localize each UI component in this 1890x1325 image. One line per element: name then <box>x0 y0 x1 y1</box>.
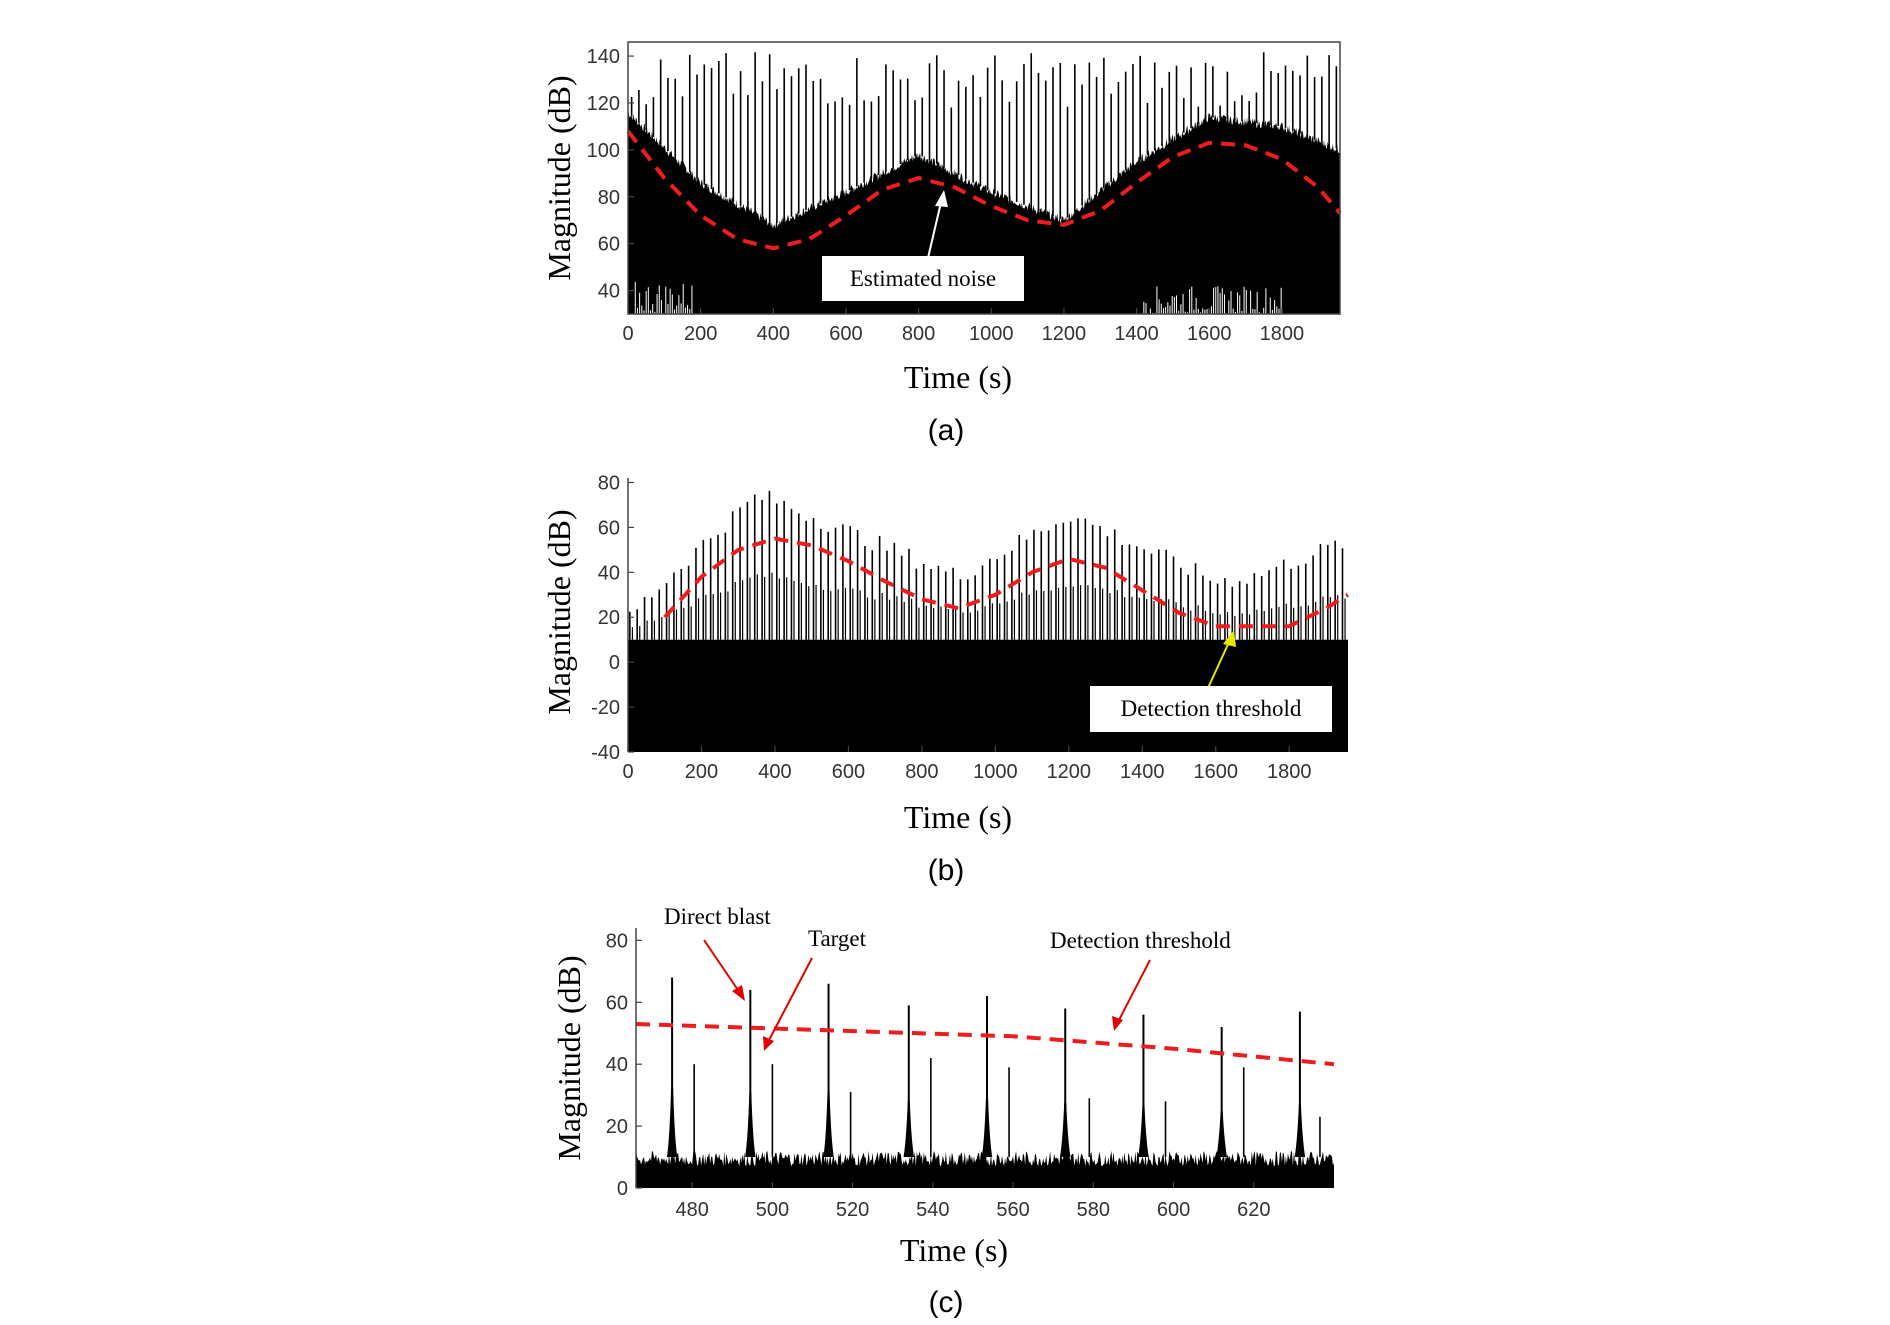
chart-a-xtick-label: 0 <box>622 323 633 345</box>
chart-b-xtick-label: 600 <box>832 761 865 783</box>
chart-a-xtick-label: 200 <box>684 323 717 345</box>
chart-c-panel-label: (c) <box>929 1286 964 1319</box>
chart-b-annotation-arrow <box>1207 639 1231 689</box>
chart-c-xtick-label: 540 <box>916 1199 949 1221</box>
chart-b-ytick-label: 40 <box>598 562 620 584</box>
chart-c-xtick-label: 600 <box>1157 1199 1190 1221</box>
chart-c-direct-blast-arrowhead <box>732 985 745 1001</box>
chart-c-xlabel: Time (s) <box>900 1232 1008 1268</box>
chart-a-frame <box>627 41 1341 315</box>
chart-b-ytick-label: 20 <box>598 607 620 629</box>
chart-a-xlabel: Time (s) <box>904 359 1012 395</box>
chart-c-ticks: 480 500 520 540 560 580 600 620 0 20 40 60 80 <box>606 930 1271 1221</box>
chart-c-threshold-line <box>635 1022 1335 1067</box>
chart-panel-c: 480 500 520 540 560 580 600 620 0 20 40 60 80 Time (… <box>551 904 1335 1319</box>
chart-a-xtick-label: 1000 <box>969 323 1014 345</box>
chart-a-plot-area <box>626 52 1342 315</box>
chart-b-ytick-label: 80 <box>598 472 620 494</box>
chart-b-xtick-label: 1400 <box>1120 761 1165 783</box>
chart-panel-b: 0 200 400 600 800 1000 1200 1400 1600 1800 -40 -20 0… <box>541 472 1350 887</box>
chart-b-ytick-label: 60 <box>598 517 620 539</box>
chart-c-ytick-label: 60 <box>606 992 628 1014</box>
chart-b-xtick-label: 1800 <box>1267 761 1312 783</box>
chart-c-annotation-threshold: Detection threshold <box>1050 928 1231 953</box>
chart-c-ytick-label: 0 <box>617 1178 628 1200</box>
chart-a-ytick-label: 60 <box>598 234 620 256</box>
chart-a-annotation-text: Estimated noise <box>850 266 996 291</box>
chart-b-annotation-arrowhead <box>1223 630 1236 647</box>
chart-b-xtick-label: 1000 <box>973 761 1018 783</box>
chart-a-xtick-label: 800 <box>902 323 935 345</box>
chart-b-annotation-text: Detection threshold <box>1121 696 1302 721</box>
chart-c-xtick-label: 620 <box>1237 1199 1270 1221</box>
chart-c-annotations: Direct blast Target Detection threshold <box>664 904 1231 1051</box>
chart-a-annotation-arrowhead <box>935 190 948 207</box>
chart-c-ylabel: Magnitude (dB) <box>551 955 587 1160</box>
chart-c-xtick-label: 480 <box>675 1199 708 1221</box>
chart-c-direct-blast-arrow <box>703 939 741 994</box>
chart-a-xtick-label: 1800 <box>1260 323 1305 345</box>
chart-b-xlabel: Time (s) <box>904 799 1012 835</box>
chart-b-annotation-box <box>1090 686 1332 732</box>
chart-c-target-arrowhead <box>763 1036 774 1051</box>
chart-a-ytick-label: 100 <box>587 140 620 162</box>
chart-c-target-arrow <box>767 957 813 1043</box>
chart-b-xtick-label: 1600 <box>1194 761 1239 783</box>
chart-a-ticks: 0 200 400 600 800 1000 1200 1400 1600 1800 40 60 80 1… <box>587 46 1305 345</box>
chart-a-ytick-label: 80 <box>598 187 620 209</box>
chart-c-annotation-direct-blast: Direct blast <box>664 904 771 929</box>
chart-b-ytick-label: 0 <box>609 652 620 674</box>
chart-c-ytick-label: 80 <box>606 930 628 952</box>
chart-b-panel-label: (b) <box>928 854 965 887</box>
chart-c-threshold-arrowhead <box>1112 1016 1123 1031</box>
chart-b-xtick-label: 400 <box>758 761 791 783</box>
chart-a-annotation-arrow <box>927 197 943 259</box>
chart-c-xtick-label: 520 <box>836 1199 869 1221</box>
chart-a-annotation: Estimated noise <box>822 190 1024 301</box>
chart-a-ytick-label: 120 <box>587 93 620 115</box>
chart-b-xtick-label: 1200 <box>1047 761 1092 783</box>
chart-c-plot-area <box>635 977 1335 1188</box>
chart-c-annotation-target: Target <box>808 926 867 951</box>
chart-b-ytick-label: -40 <box>591 742 620 764</box>
chart-a-ytick-label: 40 <box>598 281 620 303</box>
chart-a-threshold-line <box>626 129 1342 251</box>
chart-c-threshold-arrow <box>1117 959 1151 1023</box>
chart-c-xtick-label: 500 <box>756 1199 789 1221</box>
chart-c-xtick-label: 580 <box>1077 1199 1110 1221</box>
chart-b-xtick-label: 800 <box>905 761 938 783</box>
chart-a-xtick-label: 1200 <box>1042 323 1087 345</box>
chart-a-ytick-label: 140 <box>587 46 620 68</box>
chart-a-ylabel: Magnitude (dB) <box>541 75 577 280</box>
chart-c-noise-floor <box>636 1150 1334 1188</box>
chart-b-annotation: Detection threshold <box>1090 630 1332 732</box>
chart-b-xtick-label: 0 <box>622 761 633 783</box>
chart-panel-a: 0 200 400 600 800 1000 1200 1400 1600 1800 40 60 80 1… <box>541 41 1342 447</box>
chart-b-threshold-line <box>663 536 1350 629</box>
chart-a-xtick-label: 400 <box>757 323 790 345</box>
chart-b-ytick-label: -20 <box>591 697 620 719</box>
chart-b-ylabel: Magnitude (dB) <box>541 509 577 714</box>
chart-c-xtick-label: 560 <box>996 1199 1029 1221</box>
chart-a-xtick-label: 1600 <box>1187 323 1232 345</box>
chart-c-ytick-label: 40 <box>606 1054 628 1076</box>
chart-c-ytick-label: 20 <box>606 1116 628 1138</box>
chart-b-xtick-label: 200 <box>685 761 718 783</box>
chart-b-ticks: 0 200 400 600 800 1000 1200 1400 1600 1800 -40 -20 0… <box>591 472 1311 783</box>
chart-a-annotation-box <box>822 256 1024 301</box>
chart-a-panel-label: (a) <box>928 414 965 447</box>
chart-a-xtick-label: 600 <box>829 323 862 345</box>
chart-a-xtick-label: 1400 <box>1114 323 1159 345</box>
